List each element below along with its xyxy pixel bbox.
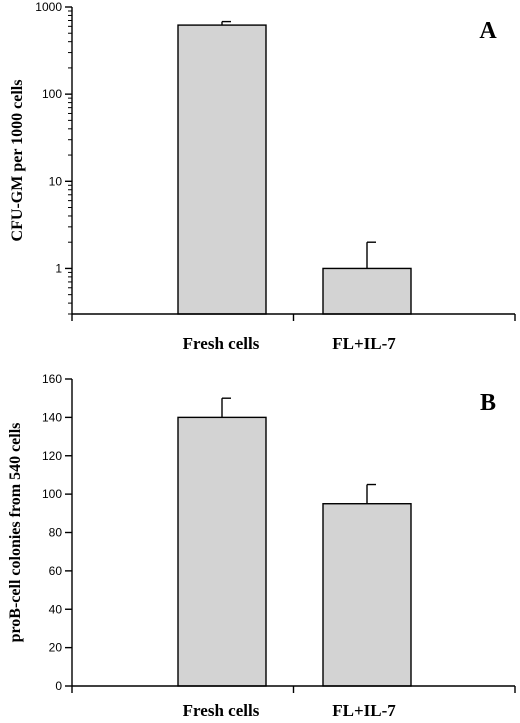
y-tick-label: 60 — [49, 564, 63, 578]
x-category-label: FL+IL-7 — [332, 334, 396, 353]
y-tick-label: 120 — [42, 449, 62, 463]
bar-b-2 — [322, 503, 412, 687]
bar-a-1 — [177, 24, 267, 315]
y-tick-label: 10 — [49, 174, 63, 188]
panel-label: A — [479, 18, 497, 44]
panel-label: B — [480, 390, 496, 416]
y-axis-title: CFU-GM per 1000 cells — [9, 80, 26, 242]
y-tick-label: 140 — [42, 410, 62, 424]
x-category-label: FL+IL-7 — [332, 701, 396, 720]
y-tick-label: 80 — [49, 526, 63, 540]
y-tick-label: 20 — [49, 641, 63, 655]
x-category-label: Fresh cells — [183, 701, 260, 720]
y-axis-title: proB-cell colonies from 540 cells — [7, 423, 24, 643]
y-tick-label: 1000 — [35, 0, 62, 14]
chart-panel-a: 1 10 100 1000 Fresh cells FL+IL-7 CFU-GM per 1… — [9, 0, 516, 353]
bar-a-2 — [322, 267, 412, 315]
y-tick-label: 100 — [42, 487, 62, 501]
chart-panel-b: 0 20 40 60 80 100 120 140 160 Fresh cells FL+IL-7 p… — [7, 372, 516, 720]
y-tick-label: 0 — [55, 679, 62, 693]
y-tick-label: 160 — [42, 372, 62, 386]
x-category-label: Fresh cells — [183, 334, 260, 353]
y-tick-label: 40 — [49, 602, 63, 616]
y-tick-label: 1 — [55, 261, 62, 275]
bar-b-1 — [177, 416, 267, 687]
y-tick-label: 100 — [42, 87, 62, 101]
